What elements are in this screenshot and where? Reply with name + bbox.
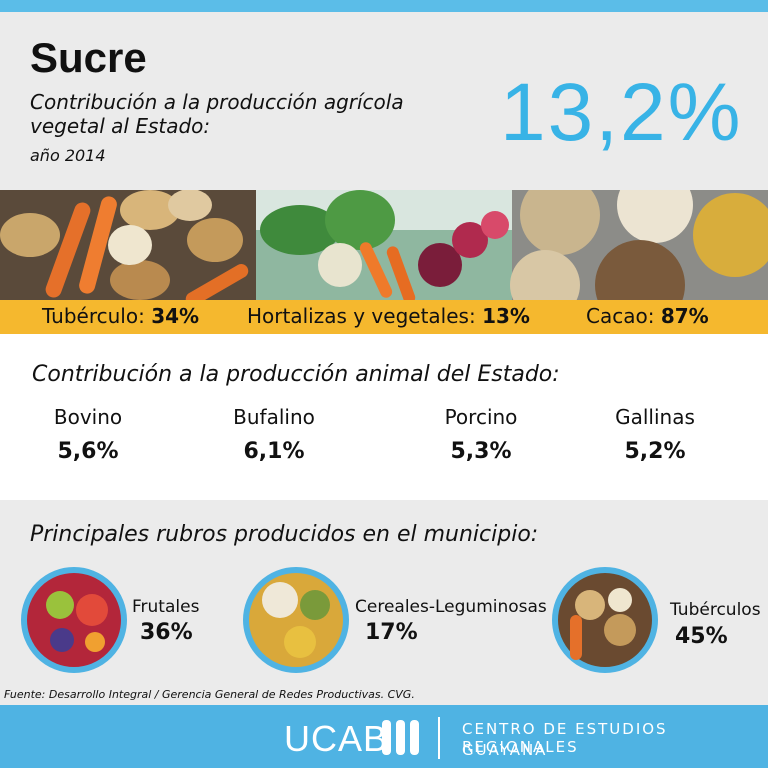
vegetal-label: Hortalizas y vegetales: [247, 304, 476, 328]
percent-band [0, 300, 768, 334]
org-line: GUAYANA [462, 741, 548, 759]
vegetal-label: Tubérculo: [42, 304, 145, 328]
animal-value: 5,2% [624, 439, 686, 464]
tubers-art [0, 190, 249, 300]
vegetal-item: Hortalizas y vegetales: 13% [247, 304, 530, 328]
logo-mark [382, 717, 440, 759]
vegetal-label: Cacao: [586, 304, 655, 328]
org-line: CENTRO DE ESTUDIOS REGIONALES [462, 720, 668, 756]
vegetal-value: 13% [482, 304, 530, 328]
animal-label: Gallinas [615, 405, 695, 429]
top-bar [0, 0, 768, 12]
animal-value: 5,6% [57, 439, 119, 464]
photo-strip [0, 190, 768, 300]
animal-item: Bovino 5,6% [28, 405, 148, 464]
vegetal-item: Tubérculo: 34% [42, 304, 199, 328]
title: Sucre [30, 34, 147, 81]
rubros-icons [21, 567, 658, 673]
vegetal-value: 87% [660, 304, 709, 328]
rubro-label: Tubérculos [670, 600, 761, 620]
animal-item: Porcino 5,3% [421, 405, 541, 464]
vegetal-value: 34% [151, 304, 200, 328]
rubro-value: 36% [140, 620, 193, 645]
headline-value: 13,2% [500, 67, 743, 158]
rubros-title: Principales rubros producidos en el muni… [30, 522, 539, 547]
animal-title: Contribución a la producción animal del … [32, 362, 560, 387]
rubro-label: Frutales [132, 597, 200, 617]
animal-label: Porcino [444, 405, 518, 429]
source: Fuente: Desarrollo Integral / Gerencia G… [4, 688, 415, 701]
fruits-icon [21, 567, 127, 673]
rubro-value: 45% [675, 624, 728, 649]
rubro-value: 17% [365, 620, 418, 645]
animal-label: Bovino [53, 405, 123, 429]
subtitle: Contribución a la producción agrícola ve… [30, 90, 404, 138]
rubro-label: Cereales-Leguminosas [355, 597, 547, 617]
animal-value: 6,1% [243, 439, 305, 464]
grains-icon [243, 567, 349, 673]
vegetal-item: Cacao: 87% [586, 304, 709, 328]
year: año 2014 [30, 146, 106, 165]
vegetables-art [256, 190, 512, 300]
logo: UCAB [284, 718, 389, 759]
animal-label: Bufalino [233, 405, 315, 429]
header-panel [0, 12, 768, 190]
tubers-icon [552, 567, 658, 673]
grains-art [510, 190, 768, 300]
animal-item: Gallinas 5,2% [595, 405, 715, 464]
animal-value: 5,3% [450, 439, 512, 464]
animal-item: Bufalino 6,1% [214, 405, 334, 464]
